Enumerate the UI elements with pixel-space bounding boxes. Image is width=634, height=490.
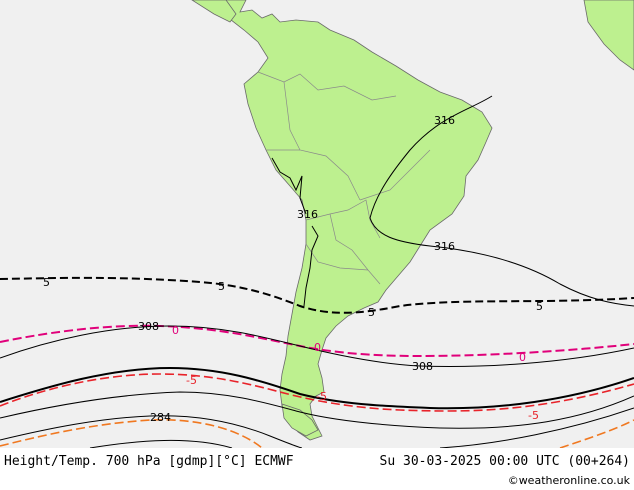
height-label-316-ne: 316 [434, 114, 455, 127]
temp-label-5-e: 5 [536, 300, 543, 313]
south-america-landmass [197, 0, 493, 441]
height-contour-276 [89, 439, 233, 448]
weather-map: 316 316 316 308 308 284 5 5 5 5 0 0 0 -5… [0, 0, 634, 448]
height-contour-284 [0, 415, 303, 448]
temp-label-minus5-w: -5 [186, 374, 197, 387]
valid-time: Su 30-03-2025 00:00 UTC (00+264) [379, 454, 630, 469]
temp-label-minus5-mid: -5 [316, 390, 327, 403]
height-contour-316-ne [369, 95, 634, 307]
temp-label-5-mid2: 5 [368, 306, 375, 319]
central-america-land [191, 0, 237, 23]
tierra-del-fuego [281, 403, 319, 437]
height-contour-300 [0, 366, 634, 410]
height-contour-308 [0, 325, 634, 367]
temp-label-5-w: 5 [43, 276, 50, 289]
height-label-308-w: 308 [138, 320, 159, 333]
africa-land [583, 0, 634, 71]
temperature-isotherm-minus10 [0, 418, 263, 448]
temp-label-0-w: 0 [172, 324, 179, 337]
temp-label-0-e: 0 [519, 351, 526, 364]
height-label-316-andes: 316 [297, 208, 318, 221]
temperature-isotherm-minus5 [0, 373, 634, 412]
temperature-isotherm-plus5 [0, 276, 634, 314]
height-label-308-e: 308 [412, 360, 433, 373]
temp-label-5-mid: 5 [218, 280, 225, 293]
temperature-isotherm-minus10-east [559, 419, 634, 448]
map-footer: Height/Temp. 700 hPa [gdmp][°C] ECMWF Su… [0, 448, 634, 490]
temp-label-0-mid: 0 [314, 341, 321, 354]
credit-link[interactable]: ©weatheronline.co.uk [507, 474, 630, 487]
height-label-284: 284 [150, 411, 171, 424]
height-contour-284-east [439, 407, 634, 448]
map-title: Height/Temp. 700 hPa [gdmp][°C] ECMWF [4, 454, 294, 469]
height-contour-316-andes-south [303, 225, 319, 307]
height-label-316-se: 316 [434, 240, 455, 253]
temp-label-minus5-e: -5 [528, 409, 539, 422]
height-contour-316-andes [271, 157, 307, 215]
height-contour-292 [0, 391, 634, 429]
